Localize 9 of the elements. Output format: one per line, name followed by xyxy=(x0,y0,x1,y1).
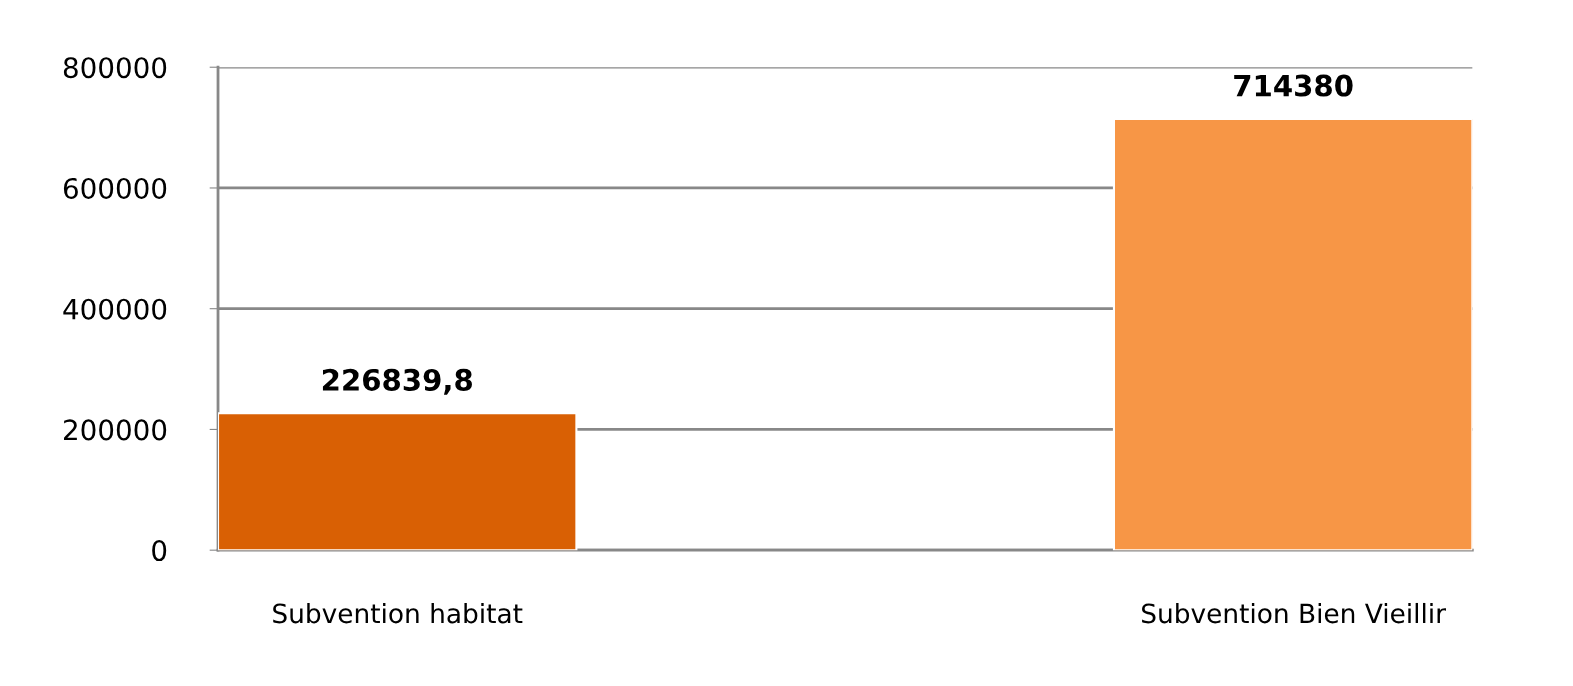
y-tick-label: 600000 xyxy=(63,177,167,199)
y-tick-label: 0 xyxy=(152,540,167,562)
x-tick-label: Subvention Bien Vieillir xyxy=(1142,602,1446,624)
y-tick-label: 400000 xyxy=(63,298,167,320)
y-tick-label: 800000 xyxy=(63,57,167,79)
data-label: 714380 xyxy=(1234,74,1353,97)
data-label: 226839,8 xyxy=(322,368,472,395)
x-tick-label: Subvention habitat xyxy=(273,602,523,624)
y-tick-label: 200000 xyxy=(64,419,167,441)
